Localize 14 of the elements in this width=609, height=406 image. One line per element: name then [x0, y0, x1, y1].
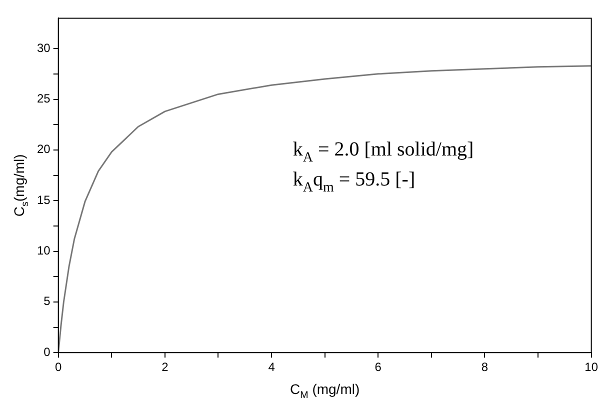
- y-tick-label: 30: [36, 40, 51, 55]
- y-axis-title: Cs(mg/ml): [11, 154, 32, 217]
- x-tick-label: 0: [55, 360, 62, 374]
- x-tick-label: 6: [374, 360, 382, 374]
- y-tick-label: 20: [36, 142, 51, 156]
- x-tick-label: 2: [162, 360, 169, 374]
- y-tick-label: 0: [44, 344, 51, 359]
- x-tick-label: 4: [268, 360, 276, 374]
- x-tick-label: 8: [481, 360, 488, 374]
- y-tick-label: 15: [36, 192, 51, 207]
- y-tick-label: 10: [36, 244, 51, 258]
- y-tick-label: 25: [36, 92, 51, 106]
- x-tick-label: 10: [584, 360, 598, 374]
- y-tick-label: 5: [44, 294, 51, 308]
